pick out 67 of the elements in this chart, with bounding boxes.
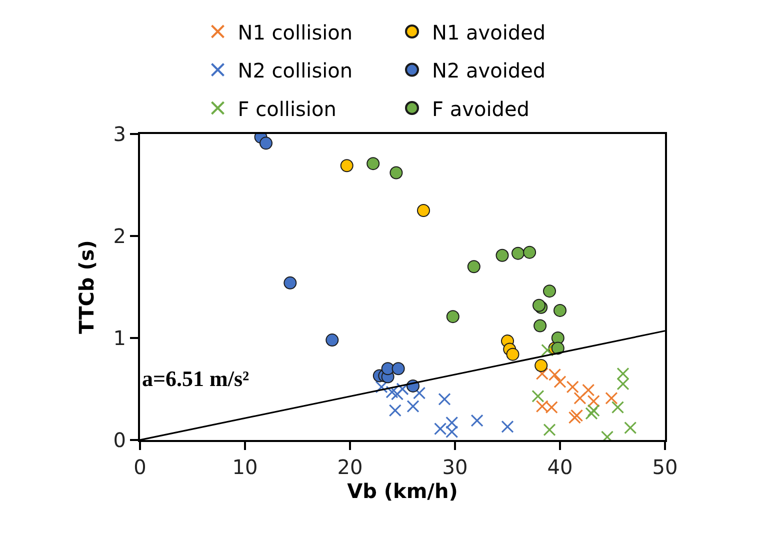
point bbox=[446, 416, 458, 429]
point bbox=[375, 380, 388, 394]
point bbox=[585, 407, 598, 420]
point bbox=[284, 276, 297, 290]
point bbox=[543, 284, 556, 298]
point bbox=[587, 404, 600, 417]
point bbox=[616, 367, 630, 380]
legend-label: N2 collision bbox=[238, 58, 353, 83]
point bbox=[390, 166, 403, 180]
point bbox=[568, 411, 581, 424]
x-tick-label: 10 bbox=[232, 455, 258, 479]
point bbox=[381, 362, 394, 376]
point bbox=[417, 204, 430, 217]
y-tick-label: 1 bbox=[113, 326, 126, 350]
point bbox=[534, 319, 547, 332]
y-tick-label: 0 bbox=[113, 428, 126, 452]
legend-label: N1 avoided bbox=[432, 20, 546, 44]
point bbox=[534, 359, 548, 372]
y-axis-title: TTCb (s) bbox=[74, 240, 98, 334]
point bbox=[605, 392, 618, 404]
legend-label: N2 avoided bbox=[432, 58, 546, 83]
x-tick-label: 50 bbox=[652, 455, 678, 479]
point bbox=[413, 386, 426, 400]
point bbox=[388, 404, 402, 417]
point bbox=[554, 304, 566, 317]
point bbox=[541, 344, 554, 357]
point bbox=[570, 409, 584, 422]
point bbox=[532, 298, 546, 312]
point bbox=[611, 401, 624, 414]
point bbox=[512, 246, 524, 260]
legend-label: N1 collision bbox=[238, 20, 353, 44]
point bbox=[446, 310, 460, 324]
point bbox=[574, 392, 586, 404]
annotation: a=6.51 m/s² bbox=[142, 366, 250, 391]
point bbox=[582, 384, 595, 396]
point bbox=[506, 348, 520, 361]
point bbox=[326, 334, 339, 347]
point bbox=[532, 390, 544, 402]
point bbox=[470, 414, 484, 427]
x-tick-label: 30 bbox=[442, 455, 468, 479]
point bbox=[390, 388, 404, 400]
legend-label: F collision bbox=[238, 96, 336, 121]
point bbox=[496, 248, 509, 262]
point bbox=[566, 380, 579, 394]
y-tick-label: 3 bbox=[113, 122, 126, 146]
point bbox=[392, 362, 405, 376]
x-tick-label: 0 bbox=[134, 455, 146, 479]
point bbox=[260, 136, 272, 150]
point bbox=[543, 424, 556, 436]
point bbox=[551, 332, 564, 344]
point bbox=[438, 392, 451, 406]
point bbox=[551, 342, 564, 355]
point bbox=[467, 260, 480, 274]
point bbox=[624, 421, 637, 434]
point bbox=[523, 246, 536, 259]
y-tick-label: 2 bbox=[113, 224, 126, 248]
point bbox=[587, 394, 600, 408]
point bbox=[366, 157, 380, 170]
x-axis-title: Vb (km/h) bbox=[347, 479, 458, 503]
x-tick-label: 20 bbox=[337, 455, 363, 479]
point bbox=[616, 378, 630, 390]
x-tick-label: 40 bbox=[547, 455, 573, 479]
point bbox=[340, 159, 354, 172]
point bbox=[501, 420, 514, 434]
point bbox=[406, 400, 420, 413]
legend-label: F avoided bbox=[432, 96, 530, 121]
point bbox=[554, 376, 566, 388]
